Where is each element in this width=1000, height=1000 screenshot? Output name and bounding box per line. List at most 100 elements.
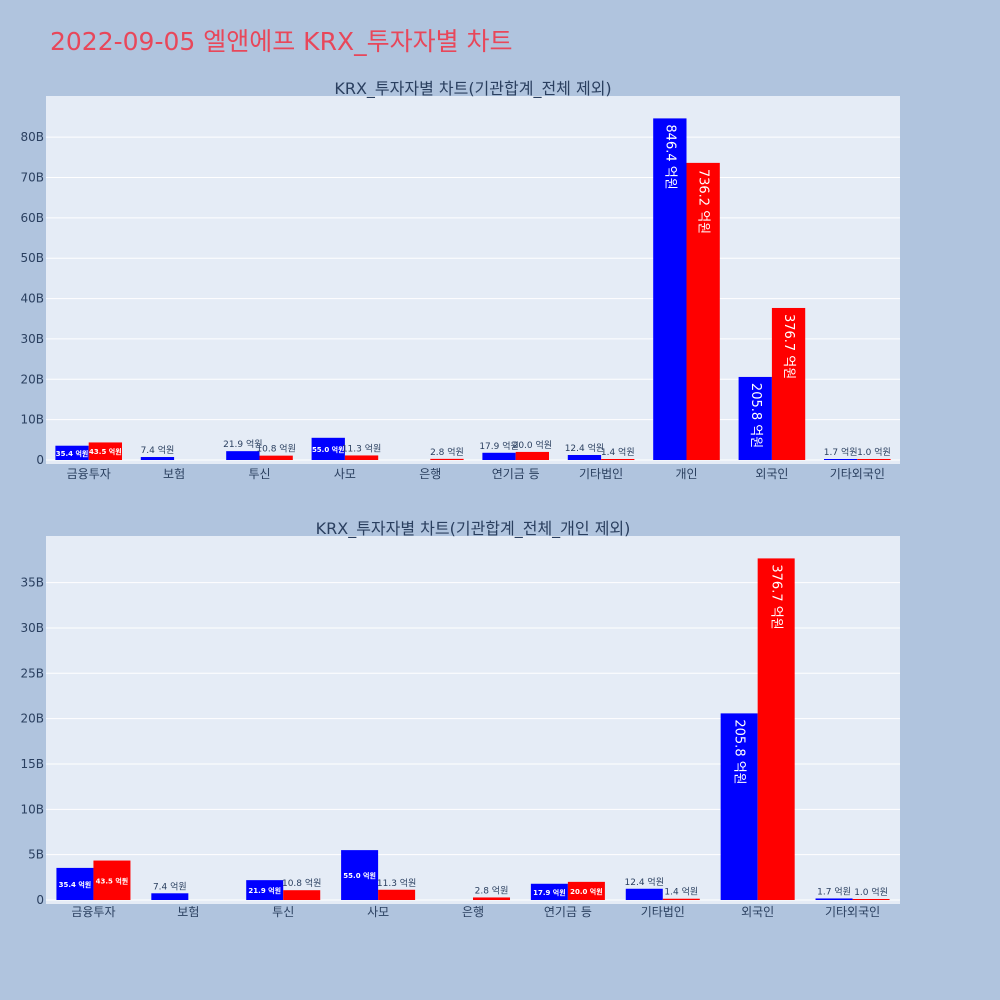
data-label: 1.0 억원 <box>857 446 891 458</box>
bar[interactable] <box>857 459 891 460</box>
bar[interactable] <box>283 890 321 900</box>
bar[interactable] <box>625 888 663 900</box>
y-tick-label: 5B <box>28 848 44 862</box>
y-tick-label: 20B <box>20 372 44 386</box>
y-tick-label: 20B <box>20 712 44 726</box>
bar[interactable] <box>344 455 379 460</box>
bar[interactable] <box>311 437 345 460</box>
y-tick-label: 30B <box>20 621 44 635</box>
bar[interactable] <box>852 899 890 900</box>
data-label: 55.0 억원 <box>343 871 376 880</box>
x-tick-label: 연기금 등 <box>492 467 540 481</box>
bar[interactable] <box>823 459 858 460</box>
chart-2: KRX_투자자별 차트(기관합계_전체_개인 제외) 0 5B 10B 15B 20B 25… <box>20 519 900 919</box>
data-label: 11.3 억원 <box>342 442 381 454</box>
data-label: 35.4 억원 <box>56 449 89 458</box>
bar[interactable] <box>653 118 687 460</box>
bar[interactable] <box>601 459 635 460</box>
data-label: 205.8 억원 <box>732 719 747 784</box>
data-label: 736.2 억원 <box>696 169 711 234</box>
x-tick-label: 기타외국인 <box>825 905 880 919</box>
x-tick-label: 사모 <box>334 467 356 481</box>
data-label: 20.0 억원 <box>570 887 603 896</box>
bar[interactable] <box>88 442 123 460</box>
bar[interactable] <box>378 889 416 900</box>
data-label: 1.7 억원 <box>817 885 851 897</box>
x-tick-label: 외국인 <box>741 905 774 919</box>
bar[interactable] <box>55 445 89 460</box>
bar[interactable] <box>341 850 379 900</box>
x-tick-label: 기타법인 <box>579 467 623 481</box>
data-label: 376.7 억원 <box>769 564 784 629</box>
x-tick-label: 금융투자 <box>67 467 111 481</box>
data-label: 205.8 억원 <box>748 383 763 448</box>
data-label: 10.8 억원 <box>256 443 295 455</box>
x-tick-label: 투신 <box>248 467 270 481</box>
data-label: 846.4 억원 <box>662 124 677 189</box>
x-tick-label: 보험 <box>163 467 185 481</box>
x-tick-label: 기타법인 <box>641 905 685 919</box>
x-tick-label: 은행 <box>462 904 484 919</box>
data-label: 21.9 억원 <box>248 886 281 895</box>
x-tick-label: 투신 <box>272 905 294 919</box>
y-tick-label: 25B <box>20 666 44 680</box>
data-label: 11.3 억원 <box>377 877 416 889</box>
bar[interactable] <box>815 898 853 900</box>
bar[interactable] <box>430 458 464 460</box>
data-label: 10.8 억원 <box>282 877 321 889</box>
data-label: 1.4 억원 <box>664 886 698 898</box>
y-tick-label: 40B <box>20 292 44 306</box>
data-label: 376.7 억원 <box>781 314 796 379</box>
bar[interactable] <box>738 376 772 460</box>
data-label: 7.4 억원 <box>141 444 175 456</box>
bar[interactable] <box>720 713 758 900</box>
y-tick-label: 35B <box>20 576 44 590</box>
bar[interactable] <box>662 898 700 900</box>
data-label: 17.9 억원 <box>479 440 518 452</box>
bar[interactable] <box>567 881 605 900</box>
data-label: 12.4 억원 <box>625 876 664 888</box>
data-label: 1.7 억원 <box>824 446 858 458</box>
y-tick-label: 0 <box>36 893 44 907</box>
bar[interactable] <box>530 883 568 900</box>
bar[interactable] <box>259 455 293 460</box>
data-label: 1.0 억원 <box>854 886 888 898</box>
data-label: 35.4 억원 <box>59 880 92 889</box>
bar[interactable] <box>246 880 284 900</box>
bar[interactable] <box>151 893 189 900</box>
data-label: 7.4 억원 <box>153 880 187 892</box>
y-tick-label: 60B <box>20 211 44 225</box>
data-label: 43.5 억원 <box>96 876 129 885</box>
bar[interactable] <box>56 867 94 900</box>
data-label: 21.9 억원 <box>223 438 262 450</box>
bar[interactable] <box>140 457 175 460</box>
bar[interactable] <box>473 897 511 900</box>
data-label: 12.4 억원 <box>565 442 604 454</box>
data-label: 1.4 억원 <box>601 446 635 458</box>
bar[interactable] <box>515 451 550 460</box>
data-label: 2.8 억원 <box>475 884 509 896</box>
bar[interactable] <box>757 558 795 900</box>
y-tick-label: 50B <box>20 251 44 265</box>
y-tick-label: 70B <box>20 170 44 184</box>
bar[interactable] <box>226 451 260 460</box>
bar[interactable] <box>686 162 720 461</box>
x-tick-label: 외국인 <box>755 467 788 481</box>
data-label: 43.5 억원 <box>89 447 122 456</box>
bar[interactable] <box>482 452 516 460</box>
chart-1: KRX_투자자별 차트(기관합계_전체 제외) 0 10B 20B 30B 40B 50B 6… <box>20 79 900 481</box>
y-tick-label: 0 <box>36 453 44 467</box>
bar[interactable] <box>567 454 602 460</box>
page-title: 2022-09-05 엘앤에프 KRX_투자자별 차트 <box>50 27 513 56</box>
bar[interactable] <box>93 860 131 900</box>
x-tick-label: 보험 <box>177 905 199 919</box>
x-tick-label: 금융투자 <box>71 905 115 919</box>
y-tick-label: 80B <box>20 130 44 144</box>
data-label: 20.0 억원 <box>513 439 552 451</box>
y-tick-label: 15B <box>20 757 44 771</box>
x-tick-label: 연기금 등 <box>544 905 592 919</box>
y-tick-label: 10B <box>20 802 44 816</box>
bar[interactable] <box>771 307 806 460</box>
x-tick-label: 사모 <box>367 905 389 919</box>
data-label: 55.0 억원 <box>312 445 345 454</box>
